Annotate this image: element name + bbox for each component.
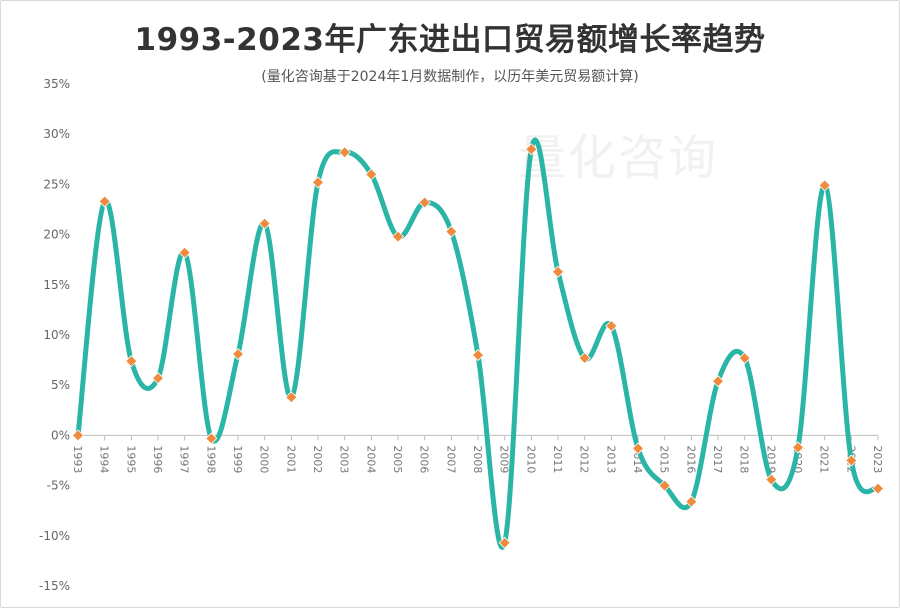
x-axis: 1993 1994 1995 1996 1997 1998 1999 2000 2001 2002… (71, 434, 884, 473)
y-tick-label: 25% (43, 177, 70, 191)
data-point (98, 195, 111, 208)
data-point (178, 246, 191, 259)
x-tick-label: 2018 (738, 445, 751, 473)
x-tick-label: 2013 (604, 445, 617, 473)
data-point (258, 217, 271, 230)
y-tick-label: -10% (39, 529, 70, 543)
y-tick-label: 15% (43, 278, 70, 292)
x-tick-label: 2021 (818, 445, 831, 473)
x-tick-label: 2008 (471, 445, 484, 473)
x-tick-label: 2011 (551, 445, 564, 473)
x-tick-label: 2023 (871, 445, 884, 473)
data-point (391, 230, 405, 243)
x-tick-label: 2015 (658, 445, 671, 473)
x-tick-label: 1998 (204, 445, 217, 473)
x-tick-label: 1995 (124, 445, 137, 473)
x-tick-label: 2005 (391, 445, 404, 473)
y-axis: 35% 30% 25% 20% 15% 10% 5% 0% -5% -10% -15% (39, 77, 70, 593)
data-point (125, 355, 138, 368)
chart-subtitle: (量化咨询基于2024年1月数据制作，以历年美元贸易额计算) (261, 69, 639, 85)
data-point (578, 352, 591, 365)
x-tick-label: 1997 (178, 445, 191, 473)
data-point (765, 473, 778, 486)
data-point (551, 265, 565, 278)
x-tick-label: 2000 (258, 445, 271, 473)
x-tick-label: 2001 (284, 445, 297, 473)
data-markers (71, 143, 885, 549)
data-point (658, 479, 671, 492)
y-tick-label: -5% (47, 479, 70, 493)
data-point (151, 372, 165, 385)
data-point (338, 146, 351, 159)
data-point (231, 348, 245, 361)
data-point (685, 495, 698, 508)
y-tick-label: 30% (43, 127, 70, 141)
data-point (418, 196, 431, 209)
x-tick-label: 2003 (338, 445, 351, 473)
y-tick-label: 20% (43, 228, 70, 242)
x-tick-label: 1994 (98, 445, 111, 473)
x-tick-label: 1999 (231, 445, 244, 473)
data-point (871, 482, 885, 495)
data-point (525, 143, 538, 156)
data-point (471, 349, 485, 362)
x-tick-label: 2002 (311, 445, 324, 473)
data-point (445, 225, 458, 238)
x-tick-label: 1996 (151, 445, 164, 473)
x-tick-label: 2007 (444, 445, 457, 473)
x-tick-label: 1993 (71, 445, 84, 473)
x-tick-label: 2017 (711, 445, 724, 473)
y-tick-label: 5% (51, 378, 70, 392)
data-point (498, 536, 511, 549)
watermark-text: 量化咨询 (518, 130, 719, 186)
data-point (791, 441, 805, 454)
data-point (205, 432, 218, 445)
data-point (365, 168, 378, 181)
data-point (818, 179, 831, 192)
x-tick-label: 2004 (364, 445, 377, 473)
x-tick-label: 2009 (498, 445, 511, 473)
data-point (631, 442, 645, 455)
data-point (738, 352, 751, 365)
y-tick-label: 35% (43, 77, 70, 91)
chart-title: 1993-2023年广东进出口贸易额增长率趋势 (134, 22, 766, 58)
y-tick-label: 0% (51, 428, 70, 442)
data-point (311, 176, 325, 189)
data-point (285, 391, 298, 404)
x-tick-label: 2006 (418, 445, 431, 473)
data-point (605, 319, 618, 333)
x-tick-label: 2010 (524, 445, 537, 473)
y-tick-label: 10% (43, 328, 70, 342)
series-line (75, 137, 881, 550)
data-point (71, 429, 85, 442)
x-tick-label: 2012 (578, 445, 591, 473)
data-point (711, 375, 725, 388)
y-tick-label: -15% (39, 579, 70, 593)
data-point (845, 454, 858, 467)
x-tick-label: 2016 (684, 445, 697, 473)
